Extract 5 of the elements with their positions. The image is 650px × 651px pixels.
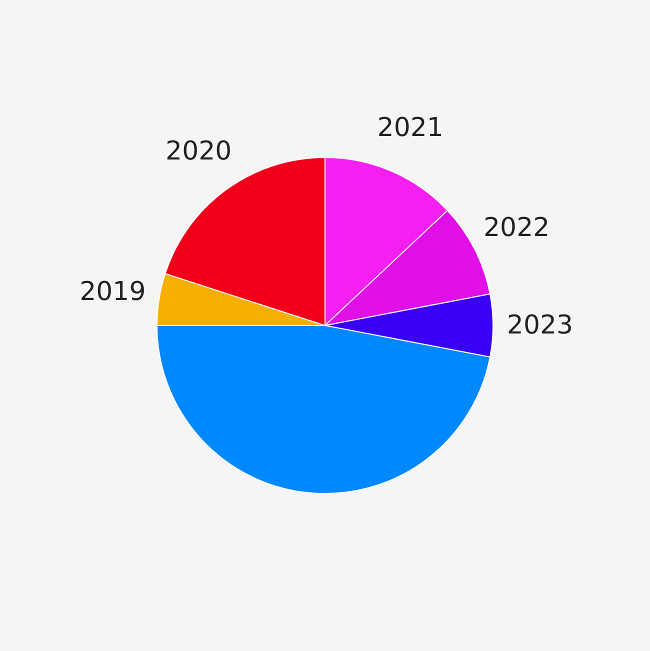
slice-label: 2021 (377, 113, 444, 144)
slice-label: 2019 (80, 276, 146, 307)
slice-label: 2023 (506, 310, 574, 340)
slice-label: 2020 (166, 136, 232, 167)
slice-label: 2022 (483, 212, 550, 243)
